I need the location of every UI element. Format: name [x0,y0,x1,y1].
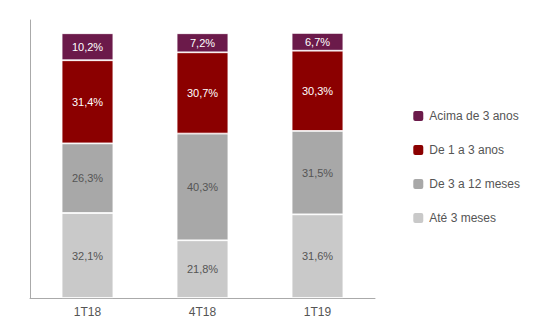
svg-text:6,7%: 6,7% [305,36,330,48]
svg-text:De 3 a 12 meses: De 3 a 12 meses [429,177,520,191]
svg-text:Até 3 meses: Até 3 meses [429,211,496,225]
svg-text:4T18: 4T18 [189,305,217,319]
svg-text:31,4%: 31,4% [72,96,103,108]
svg-text:Acima de 3 anos: Acima de 3 anos [429,109,518,123]
svg-text:31,5%: 31,5% [302,167,333,179]
svg-text:30,7%: 30,7% [187,87,218,99]
svg-text:7,2%: 7,2% [190,37,215,49]
svg-text:32,1%: 32,1% [72,250,103,262]
svg-text:10,2%: 10,2% [72,41,103,53]
svg-text:De 1 a 3 anos: De 1 a 3 anos [429,143,504,157]
svg-text:30,3%: 30,3% [302,85,333,97]
svg-text:1T18: 1T18 [74,305,102,319]
svg-text:26,3%: 26,3% [72,172,103,184]
svg-text:21,8%: 21,8% [187,263,218,275]
svg-text:31,6%: 31,6% [302,250,333,262]
svg-text:1T19: 1T19 [304,305,332,319]
svg-text:40,3%: 40,3% [187,181,218,193]
